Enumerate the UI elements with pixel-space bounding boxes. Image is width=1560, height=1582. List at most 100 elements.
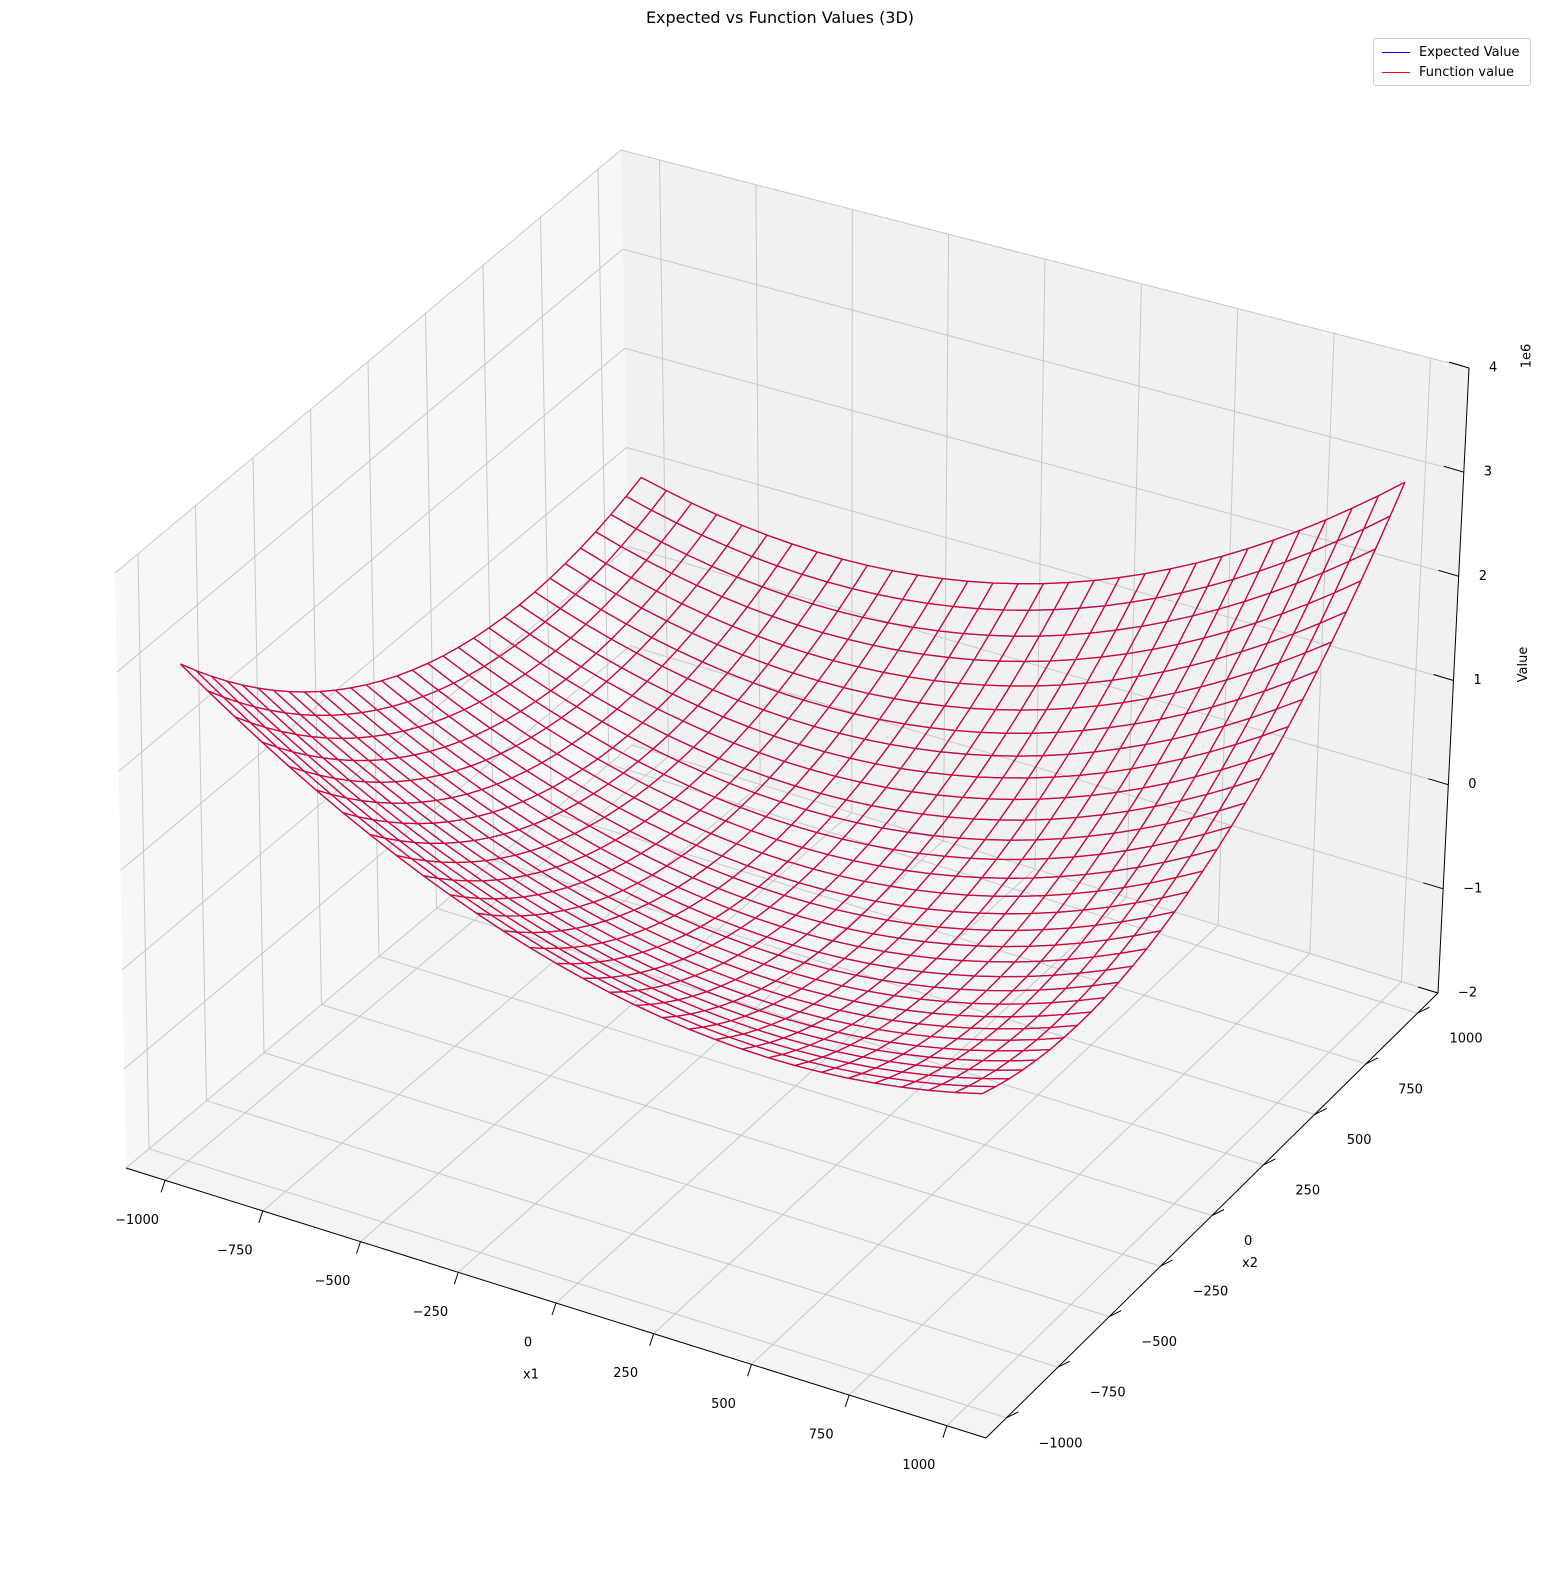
value-tick-label: 4 [1489, 361, 1497, 376]
wire-line-x2 [473, 637, 1246, 841]
x1-tick-label: 750 [809, 1428, 834, 1443]
x2-tick [1211, 1209, 1225, 1216]
tick-labels: −1000−750−500−25002505007501000−1000−750… [115, 344, 1534, 1473]
grid-floor-y [263, 1052, 1110, 1318]
wireframe-series-function [179, 476, 1406, 1095]
wire-line-x2 [288, 691, 1078, 1030]
x1-tick-label: −750 [217, 1244, 253, 1259]
x2-tick-label: 750 [1398, 1082, 1423, 1097]
value-tick-label: 0 [1468, 777, 1476, 792]
wire-line-x2 [396, 675, 1175, 932]
wire-line-x2 [457, 646, 1232, 861]
grid-back-z [622, 248, 1464, 473]
grid-floor-y [321, 1004, 1161, 1267]
value-tick [1417, 986, 1439, 994]
wire-line-x2 [427, 662, 1203, 897]
value-tick [1423, 882, 1444, 890]
wireframe-surface [179, 476, 1406, 1095]
x2-tick-label: 0 [1244, 1234, 1252, 1249]
value-axis-offset-label: 1e6 [1520, 344, 1535, 369]
wire-line-x2 [625, 495, 1391, 611]
x1-tick [844, 1394, 850, 1408]
value-tick [1438, 569, 1459, 577]
legend-line-expected [1382, 51, 1410, 53]
value-tick-label: 1 [1474, 673, 1482, 688]
wire-line-x2 [411, 669, 1189, 915]
x1-tick [160, 1180, 166, 1193]
wire-line-x2 [610, 513, 1376, 637]
x1-tick-label: 500 [711, 1397, 736, 1412]
value-tick-label: 3 [1484, 465, 1492, 480]
grid-lines [114, 149, 1470, 1427]
x2-tick [1109, 1310, 1122, 1318]
x2-tick [1314, 1107, 1327, 1115]
legend-entry-expected: Expected Value [1382, 42, 1519, 62]
x1-tick-label: −500 [315, 1274, 351, 1289]
x1-tick-label: 0 [524, 1336, 532, 1351]
grid-left-z [121, 546, 629, 971]
x2-tick [1006, 1411, 1019, 1419]
value-tick-label: −1 [1463, 881, 1482, 896]
wire-line-x2 [350, 687, 1133, 978]
wire-line-x2 [319, 691, 1105, 1005]
grid-floor-y [608, 763, 1418, 1014]
grid-back-z [631, 744, 1439, 994]
x1-axis-label: x1 [523, 1368, 539, 1383]
x2-tick [1263, 1158, 1276, 1166]
x2-tick-label: −500 [1141, 1335, 1177, 1350]
value-tick [1433, 674, 1454, 681]
x1-tick [649, 1333, 655, 1346]
grid-back-z [624, 347, 1459, 577]
x2-tick-label: 1000 [1450, 1032, 1483, 1047]
wire-line-x2 [257, 687, 1050, 1052]
value-axis-label: Value [1516, 647, 1531, 683]
legend: Expected Value Function value [1373, 38, 1531, 86]
wire-line-x2 [580, 547, 1347, 687]
wire-line-x2 [503, 616, 1275, 801]
x2-tick-label: −1000 [1039, 1436, 1083, 1451]
x2-tick-label: −750 [1090, 1386, 1126, 1401]
x1-tick-label: 1000 [902, 1458, 935, 1473]
x2-tick [1160, 1259, 1173, 1267]
wire-line-x2 [549, 577, 1318, 734]
x1-tick [942, 1425, 948, 1438]
grid-left-z [118, 347, 626, 772]
wire-line-x2 [488, 627, 1260, 821]
grid-back-z [628, 546, 1449, 786]
x1-tick [258, 1210, 264, 1224]
grid-left-z [123, 645, 631, 1070]
x2-axis-label: x2 [1242, 1256, 1258, 1271]
wire-line-x2 [242, 684, 1037, 1062]
chart-title: Expected vs Function Values (3D) [645, 8, 915, 27]
wire-line-x2 [179, 663, 983, 1095]
grid-floor-y [148, 1148, 1007, 1419]
grid-floor-y [436, 907, 1264, 1166]
value-tick [1428, 778, 1449, 786]
wire-line-x2 [335, 689, 1119, 992]
grid-back-z [630, 645, 1444, 890]
x1-tick [551, 1302, 557, 1316]
value-tick-label: −2 [1458, 986, 1477, 1001]
value-tick [1443, 465, 1464, 473]
x2-tick-label: −250 [1193, 1285, 1229, 1300]
wire-line-x2 [211, 675, 1010, 1080]
tick-marks [160, 361, 1470, 1438]
wire-line-x2 [226, 680, 1023, 1071]
wire-line-x2 [564, 563, 1333, 711]
x1-tick-label: −250 [412, 1305, 448, 1320]
legend-label-expected: Expected Value [1419, 44, 1520, 60]
wire-line-x2 [534, 591, 1304, 757]
x2-tick-label: 500 [1347, 1133, 1372, 1148]
wire-line-x2 [640, 476, 1406, 585]
wire-line-x2 [273, 689, 1064, 1041]
x1-tick [747, 1364, 752, 1377]
grid-floor-y [206, 1100, 1059, 1368]
x2-tick [1417, 1006, 1430, 1014]
grid-floor-y [551, 811, 1367, 1065]
wire-line-x2 [304, 691, 1092, 1018]
grid-left-z [116, 248, 624, 673]
legend-entry-function: Function value [1382, 62, 1514, 82]
wire-line-x2 [519, 604, 1289, 779]
grid-left-z [114, 149, 622, 574]
